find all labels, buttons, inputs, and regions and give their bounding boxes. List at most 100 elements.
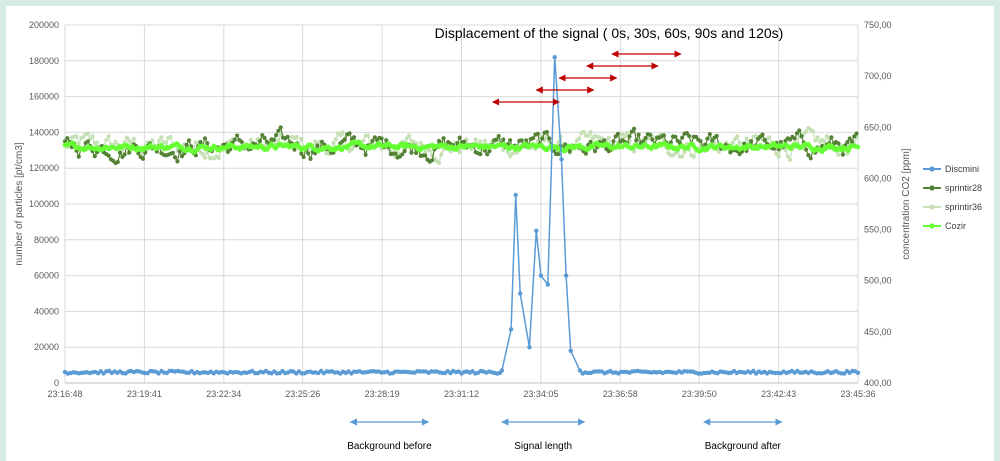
series-sprintir36-point <box>418 140 423 145</box>
series-sprintir28-point <box>588 139 593 144</box>
series-sprintir28-point <box>179 154 185 159</box>
series-sprintir28-point <box>393 151 398 156</box>
series-sprintir36-point <box>106 134 111 139</box>
chart-frame: 0 20000 40000 60000 80000 100000 120000 140000 1… <box>6 6 994 461</box>
series-sprintir36-point <box>299 136 304 141</box>
y2-tick-label: 650,00 <box>864 122 892 132</box>
series-sprintir28-point <box>462 139 467 144</box>
legend-swatch-marker <box>929 223 935 229</box>
series-sprintir36-point <box>294 134 299 140</box>
series-sprintir36-point <box>682 149 687 154</box>
series-sprintir28-point <box>342 137 347 142</box>
series-sprintir36-point <box>473 137 478 142</box>
series-sprintir36-point <box>730 140 735 145</box>
y-tick-label: 0 <box>54 378 59 388</box>
series-sprintir28-point <box>602 138 607 143</box>
series-sprintir28-point <box>85 139 90 144</box>
series-sprintir28-point <box>567 149 572 154</box>
y-tick-label: 80000 <box>34 235 59 245</box>
series-sprintir28-point <box>684 131 689 136</box>
series-sprintir28-point <box>315 143 320 148</box>
series-sprintir28-point <box>535 131 540 136</box>
series-sprintir28-point <box>352 135 357 140</box>
x-tick-label: 23:22:34 <box>206 389 241 399</box>
series-sprintir36-point <box>810 129 816 134</box>
series-sprintir28-point <box>496 133 501 139</box>
series-sprintir28-point <box>687 133 692 138</box>
series-sprintir36-point <box>168 134 173 139</box>
series-sprintir28-point <box>271 137 276 143</box>
x-tick-label: 23:39:50 <box>682 389 717 399</box>
series-sprintir28-point <box>611 139 616 144</box>
y2-axis-title: concentration CO2 [ppm] <box>901 148 912 259</box>
series-sprintir28-point <box>235 133 240 138</box>
y2-tick-label: 750,00 <box>864 20 892 30</box>
series-sprintir36-point <box>744 136 749 141</box>
series-sprintir28-point <box>707 132 712 137</box>
series-sprintir36-point <box>159 135 164 140</box>
series-sprintir28-point <box>804 147 809 152</box>
series-sprintir28-point <box>808 156 813 161</box>
series-sprintir36-point <box>478 139 483 144</box>
series-discmini-point <box>518 291 523 296</box>
series-sprintir28-point <box>65 136 70 141</box>
x-tick-label: 23:16:48 <box>47 389 82 399</box>
series-sprintir36-point <box>815 135 820 140</box>
series-sprintir28-point <box>487 149 492 154</box>
series-sprintir28-point <box>173 155 178 160</box>
series-sprintir36-point <box>774 151 779 156</box>
series-sprintir28-point <box>829 135 834 140</box>
series-sprintir36-point <box>90 134 95 139</box>
series-sprintir28-point <box>485 152 490 157</box>
series-sprintir36-point <box>313 139 318 144</box>
series-sprintir36-point <box>113 139 118 144</box>
series-sprintir28-point <box>122 152 127 157</box>
series-sprintir28-point <box>531 136 536 141</box>
series-sprintir36-point <box>716 149 722 154</box>
series-sprintir36-point <box>74 134 79 139</box>
series-sprintir36-point <box>576 136 582 141</box>
series-sprintir36-point <box>349 147 354 152</box>
series-sprintir36-point <box>691 154 696 159</box>
series-sprintir28-point <box>285 134 290 139</box>
series-discmini-point <box>499 368 505 373</box>
y2-tick-label: 400,00 <box>864 378 892 388</box>
series-sprintir28-point <box>457 135 462 140</box>
series-sprintir28-point <box>76 154 81 159</box>
series-sprintir28-point <box>760 132 765 137</box>
series-sprintir28-point <box>714 133 719 138</box>
series-sprintir36-point <box>767 135 772 140</box>
series-sprintir28-point <box>698 139 703 144</box>
legend-swatch-marker <box>929 185 935 191</box>
series-sprintir28-point <box>636 132 641 137</box>
series-sprintir28-point <box>673 134 678 139</box>
series-sprintir28-point <box>347 131 352 136</box>
series-sprintir28-point <box>749 139 754 144</box>
series-sprintir28-point <box>177 149 182 154</box>
series-sprintir28-point <box>184 142 189 147</box>
series-sprintir28-point <box>840 152 846 157</box>
series-sprintir36-point <box>680 154 685 159</box>
series-sprintir28-point <box>540 136 545 141</box>
series-sprintir36-point <box>150 138 155 143</box>
series-sprintir28-point <box>847 136 852 141</box>
series-sprintir36-point <box>85 131 90 136</box>
series-discmini-point <box>552 55 557 60</box>
legend-label: sprintir28 <box>945 183 982 193</box>
y-tick-label: 120000 <box>29 163 59 173</box>
series-sprintir28-point <box>409 150 414 155</box>
series-sprintir36-point <box>104 137 109 143</box>
chart-title: Displacement of the signal ( 0s, 30s, 60… <box>435 25 784 41</box>
series-sprintir36-point <box>606 135 611 140</box>
series-sprintir28-point <box>806 153 811 158</box>
series-sprintir36-point <box>586 133 591 138</box>
series-sprintir28-point <box>319 139 325 144</box>
series-sprintir28-point <box>634 138 639 143</box>
series-sprintir36-point <box>788 157 793 162</box>
x-tick-label: 23:36:58 <box>603 389 638 399</box>
x-tick-label: 23:28:19 <box>365 389 400 399</box>
series-sprintir28-point <box>693 134 699 139</box>
series-sprintir28-point <box>175 159 180 164</box>
series-sprintir28-point <box>703 142 708 147</box>
series-sprintir36-point <box>785 154 790 159</box>
